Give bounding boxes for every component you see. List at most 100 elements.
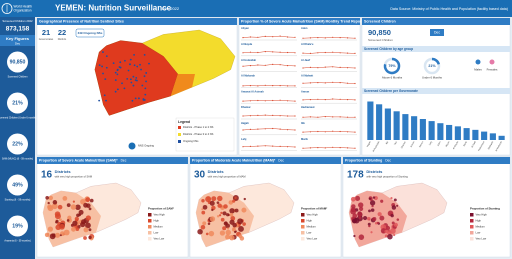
figure-circle xyxy=(7,215,28,237)
trend-point xyxy=(324,116,326,118)
district-patch xyxy=(396,218,400,221)
trend-point xyxy=(249,100,252,102)
panel-header xyxy=(239,18,360,25)
panel-header xyxy=(37,157,188,164)
who-badge-label: NNS Ongoing xyxy=(138,144,155,148)
trend-point xyxy=(354,116,356,118)
district-patch xyxy=(201,208,204,211)
gov-name: Amran xyxy=(301,89,310,93)
trend-point xyxy=(249,145,252,147)
trend-point xyxy=(294,115,296,117)
site-dot xyxy=(131,99,134,102)
district-count: 30 xyxy=(194,170,206,181)
legend-label: Medium xyxy=(154,224,163,228)
site-dot xyxy=(102,72,104,75)
district-patch xyxy=(209,216,216,222)
district-patch xyxy=(48,195,54,201)
site-dot xyxy=(133,64,136,67)
district-patch xyxy=(242,222,246,226)
trend-point xyxy=(346,37,349,39)
donut-arc xyxy=(431,57,440,65)
district-patch xyxy=(234,196,237,200)
site-dot xyxy=(118,66,121,68)
ongoing-button[interactable] xyxy=(75,28,105,38)
district-patch xyxy=(353,217,360,224)
district-patch xyxy=(224,221,228,225)
district-patch xyxy=(237,218,244,225)
gender-label: Males xyxy=(474,68,482,72)
gov-name: Al Maharah xyxy=(241,74,255,78)
trend-point xyxy=(286,100,289,102)
trend-point xyxy=(272,99,274,102)
gov-bar-label: Abyan xyxy=(445,140,451,148)
trend-point xyxy=(279,128,281,130)
district-patch xyxy=(229,212,234,217)
district-unit: Districts xyxy=(55,169,72,174)
district-text: with very high proportion of SAM xyxy=(55,175,92,179)
legend-label: Very High xyxy=(307,212,319,216)
gov-bar-label: Shabwah xyxy=(488,141,495,151)
gov-name: Al Hodeidah xyxy=(241,58,257,62)
district-patch xyxy=(230,216,236,221)
site-dot xyxy=(103,94,106,97)
gov-name: Aden xyxy=(301,26,308,30)
site-dot xyxy=(144,93,147,96)
district-patch xyxy=(66,203,71,208)
figure-label: Screened Children (Under 6 months) xyxy=(0,117,37,120)
district-patch xyxy=(85,197,91,203)
trend-point xyxy=(257,85,259,87)
district-patch xyxy=(396,204,399,207)
district-patch xyxy=(229,234,235,241)
district-patch xyxy=(202,204,208,210)
trend-point xyxy=(272,114,274,116)
gov-name: Abyan xyxy=(241,26,249,30)
district-patch xyxy=(58,223,65,230)
donut-value: 21% xyxy=(428,64,436,68)
district-patch xyxy=(390,213,394,218)
district-patch xyxy=(223,204,228,209)
trend-point xyxy=(294,146,296,148)
district-patch xyxy=(45,195,50,200)
site-dot xyxy=(126,77,129,80)
trend-point xyxy=(324,147,326,149)
figure-value: 21% xyxy=(12,100,23,106)
district-patch xyxy=(89,198,94,203)
district-patch xyxy=(216,201,220,204)
district-patch xyxy=(350,196,356,202)
district-patch xyxy=(80,198,86,205)
gov-bar xyxy=(472,129,479,140)
trend-point xyxy=(346,147,349,149)
site-dot xyxy=(102,51,104,53)
data-source: Data Source: Ministry of Public Health a… xyxy=(390,7,508,11)
gov-name: Hadramaut xyxy=(301,105,315,109)
trend-point xyxy=(332,130,334,132)
figure-circle xyxy=(7,133,28,155)
district-patch xyxy=(201,199,205,203)
gov-bar-label: Hadramaut xyxy=(477,140,485,151)
trend-point xyxy=(264,64,266,66)
site-dot xyxy=(148,62,150,65)
trend-point xyxy=(332,51,334,53)
district-patch xyxy=(380,199,384,203)
trend-point xyxy=(302,37,304,39)
key-period: Dec xyxy=(15,41,21,45)
trend-point xyxy=(317,147,319,149)
gov-name: Hajjah xyxy=(241,121,249,125)
trend-point xyxy=(257,36,259,38)
district-patch xyxy=(47,201,50,205)
trend-point xyxy=(302,99,304,101)
trend-point xyxy=(257,114,259,116)
district-patch xyxy=(207,222,211,225)
district-patch xyxy=(88,228,92,232)
district-patch xyxy=(391,205,397,210)
legend-label: Districts - Phase 1 to 2 NS xyxy=(183,125,214,129)
legend-label: Very High xyxy=(476,212,488,216)
trend-point xyxy=(272,127,274,130)
district-patch xyxy=(217,195,223,202)
district-patch xyxy=(387,233,393,240)
gov-bar-label: Ibb xyxy=(386,141,390,145)
gov-name: Dhamar xyxy=(241,105,251,109)
district-patch xyxy=(205,232,209,236)
site-dot xyxy=(114,71,117,74)
gov-bar xyxy=(411,116,418,140)
